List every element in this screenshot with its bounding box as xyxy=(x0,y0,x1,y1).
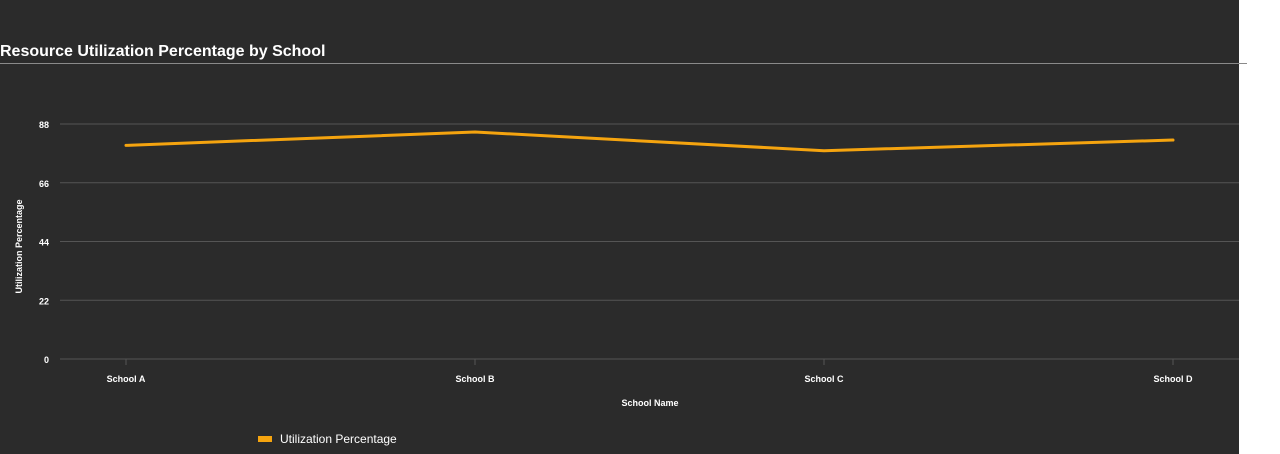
y-tick-label: 44 xyxy=(39,238,49,248)
line-chart: 0 22 44 66 88 School A School B School C School … xyxy=(14,120,1239,408)
legend-label: Utilization Percentage xyxy=(280,432,397,446)
chart-panel: Resource Utilization Percentage by Schoo… xyxy=(0,0,1239,454)
y-tick-label: 0 xyxy=(44,355,49,365)
y-tick-label: 66 xyxy=(39,179,49,189)
y-axis-label: Utilization Percentage xyxy=(14,199,24,293)
legend[interactable]: Utilization Percentage xyxy=(258,431,397,447)
y-tick-label: 88 xyxy=(39,120,49,130)
x-axis-label: School Name xyxy=(621,398,678,408)
x-tick-label: School D xyxy=(1153,374,1193,384)
legend-swatch xyxy=(258,436,272,442)
title-divider xyxy=(0,63,1247,64)
series-line[interactable] xyxy=(124,130,1175,153)
chart-title: Resource Utilization Percentage by Schoo… xyxy=(0,43,326,60)
x-tick-label: School A xyxy=(107,374,146,384)
x-tick-label: School C xyxy=(804,374,844,384)
y-tick-label: 22 xyxy=(39,296,49,306)
x-tick-label: School B xyxy=(455,374,495,384)
